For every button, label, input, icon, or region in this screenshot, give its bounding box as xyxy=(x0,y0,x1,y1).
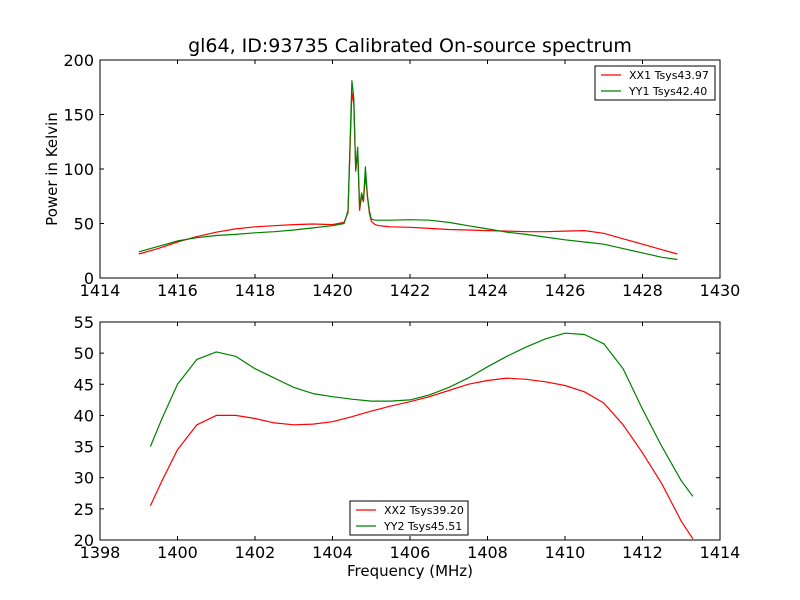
y-tick-label: 100 xyxy=(63,160,94,179)
y-tick-label: 30 xyxy=(74,469,94,488)
x-tick-label: 1420 xyxy=(312,281,353,300)
y-tick-label: 0 xyxy=(84,269,94,288)
y-tick-label: 50 xyxy=(74,215,94,234)
legend-box xyxy=(349,500,469,536)
x-tick-label: 1414 xyxy=(80,281,121,300)
x-tick-label: 1400 xyxy=(157,543,198,562)
x-tick-label: 1410 xyxy=(545,543,586,562)
x-tick-label: 1404 xyxy=(312,543,353,562)
x-tick-label: 1412 xyxy=(622,543,663,562)
y-tick-label: 55 xyxy=(74,313,94,332)
x-tick-label: 1406 xyxy=(390,543,431,562)
series-line-yy1 xyxy=(138,80,678,261)
legend-box xyxy=(594,65,716,101)
bottom-panel: 1398 1400 1402 1404 1406 1408 1410 1412 1414 20 25… xyxy=(74,313,741,580)
x-tick-label: 1430 xyxy=(700,281,741,300)
x-tick-label: 1414 xyxy=(700,543,741,562)
x-tick-label: 1408 xyxy=(467,543,508,562)
top-panel: gl64, ID:93735 Calibrated On-source spec… xyxy=(43,35,740,300)
x-tick-label: 1422 xyxy=(390,281,431,300)
legend-entry: XX2 Tsys39.20 xyxy=(384,504,464,517)
y-tick-label: 50 xyxy=(74,344,94,363)
x-axis-label: Frequency (MHz) xyxy=(347,562,473,580)
x-tick-label: 1424 xyxy=(467,281,508,300)
series-line-xx2 xyxy=(149,377,694,540)
y-tick-label: 20 xyxy=(74,531,94,550)
legend: XX2 Tsys39.20 YY2 Tsys45.51 xyxy=(349,500,469,536)
x-tick-label: 1426 xyxy=(545,281,586,300)
x-tick-label: 1402 xyxy=(235,543,276,562)
x-tick-label: 1398 xyxy=(80,543,121,562)
x-tick-label: 1428 xyxy=(622,281,663,300)
legend-entry: YY1 Tsys42.40 xyxy=(628,85,707,98)
x-tick-label: 1416 xyxy=(157,281,198,300)
legend-entry: XX1 Tsys43.97 xyxy=(629,69,709,82)
y-tick-label: 150 xyxy=(63,106,94,125)
x-tick-label: 1418 xyxy=(235,281,276,300)
series-line-yy2 xyxy=(149,332,694,497)
y-tick-label: 35 xyxy=(74,438,94,457)
chart-title: gl64, ID:93735 Calibrated On-source spec… xyxy=(188,35,632,57)
y-axis-label: Power in Kelvin xyxy=(43,112,61,226)
legend-entry: YY2 Tsys45.51 xyxy=(383,520,462,533)
y-tick-label: 25 xyxy=(74,500,94,519)
y-tick-label: 40 xyxy=(74,406,94,425)
y-tick-label: 200 xyxy=(63,51,94,70)
legend: XX1 Tsys43.97 YY1 Tsys42.40 xyxy=(594,65,716,101)
y-tick-label: 45 xyxy=(74,375,94,394)
